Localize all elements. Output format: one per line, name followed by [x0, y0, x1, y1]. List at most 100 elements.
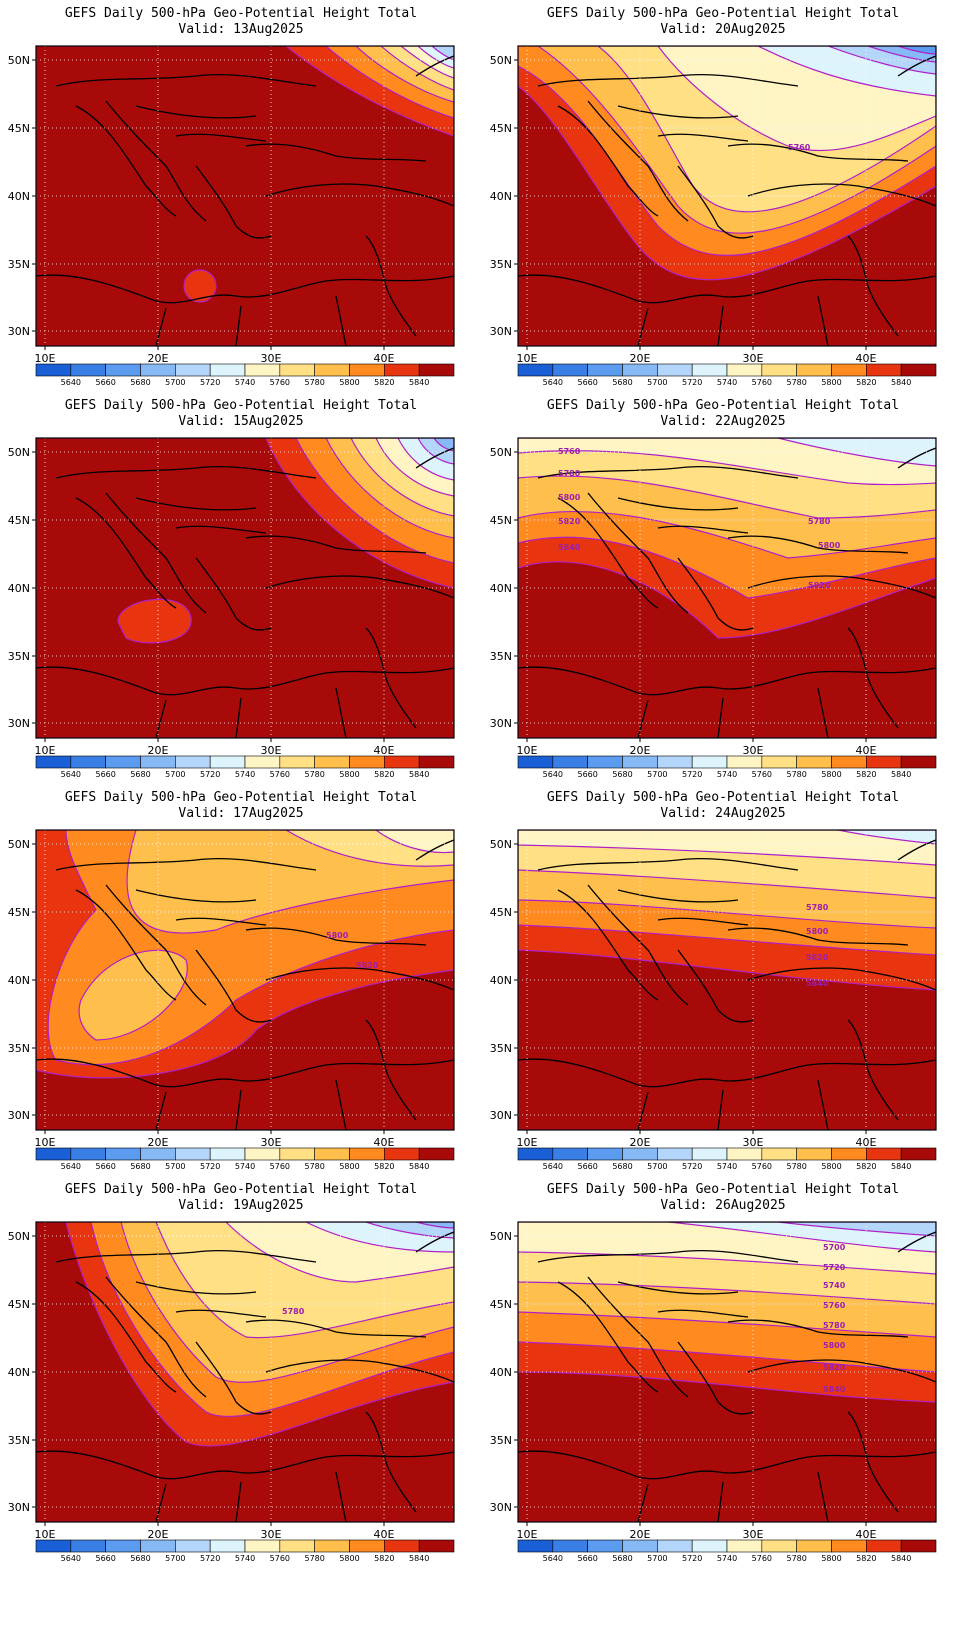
contour-label: 5840	[558, 543, 581, 552]
lat-tick-label: 50N	[8, 1230, 30, 1243]
colorbar-swatch	[418, 363, 455, 377]
coastline	[747, 183, 936, 207]
colorbar-swatch	[244, 363, 281, 377]
colorbar-swatch	[517, 1539, 554, 1553]
coastline	[335, 295, 347, 346]
panel-title: GEFS Daily 500-hPa Geo-Potential Height …	[546, 6, 900, 21]
coastline	[557, 497, 659, 609]
colorbar-swatch	[691, 755, 728, 769]
lon-tick-label: 30E	[261, 352, 282, 365]
panel-valid-date: Valid: 15Aug2025	[178, 414, 304, 429]
colorbar-swatch	[726, 363, 763, 377]
contour-label: 5800	[806, 927, 829, 936]
colorbar-label: 5660	[577, 1162, 597, 1171]
coastline	[36, 1058, 454, 1088]
lon-tick-label: 20E	[630, 1528, 651, 1541]
colorbar-swatch	[70, 755, 106, 769]
lon-tick-label: 40E	[856, 1528, 877, 1541]
colorbar-label: 5840	[409, 1554, 429, 1563]
colorbar-label: 5700	[165, 1554, 185, 1563]
lon-tick-label: 10E	[517, 1136, 538, 1149]
contour-label: 5780	[806, 903, 829, 912]
panel-valid-date: Valid: 24Aug2025	[660, 806, 786, 821]
lon-tick-label: 30E	[743, 352, 764, 365]
lat-tick-label: 35N	[8, 258, 30, 271]
coastline	[617, 889, 739, 903]
coastline	[365, 1019, 417, 1121]
lon-tick-label: 10E	[517, 1528, 538, 1541]
coastline	[265, 575, 454, 599]
panel-valid-date: Valid: 22Aug2025	[660, 414, 786, 429]
forecast-panel-20aug: GEFS Daily 500-hPa Geo-Potential Height …	[482, 0, 964, 410]
colorbar-label: 5700	[165, 1162, 185, 1171]
coastline	[155, 307, 167, 346]
lat-tick-label: 30N	[8, 717, 30, 730]
lon-tick-label: 20E	[630, 1136, 651, 1149]
forecast-panel-17aug: GEFS Daily 500-hPa Geo-Potential Height …	[0, 784, 482, 1194]
colorbar-swatch	[209, 1539, 246, 1553]
coastline	[265, 967, 454, 991]
colorbar-swatch	[866, 755, 902, 769]
coastline	[265, 1359, 454, 1383]
colorbar: 5640 5660 5680 5700 5720 5740 5760 5780 5800 5820…	[517, 1147, 937, 1171]
colorbar-swatch	[796, 1539, 832, 1553]
colorbar-label: 5660	[95, 378, 115, 387]
coastline	[415, 55, 454, 77]
colorbar: 5640 5660 5680 5700 5720 5740 5760 5780 5800 5820…	[517, 755, 937, 779]
lat-tick-label: 35N	[8, 1042, 30, 1055]
colorbar-label: 5680	[612, 1554, 632, 1563]
colorbar-swatch	[831, 755, 867, 769]
colorbar-label: 5840	[891, 378, 911, 387]
colorbar-label: 5660	[577, 378, 597, 387]
lat-tick-label: 30N	[490, 1109, 512, 1122]
colorbar-label: 5780	[786, 1162, 806, 1171]
colorbar-label: 5640	[543, 770, 563, 779]
lat-tick-label: 45N	[490, 1298, 512, 1311]
coastline	[135, 889, 257, 903]
colorbar-swatch	[726, 755, 763, 769]
panel-valid-date: Valid: 20Aug2025	[660, 22, 786, 37]
colorbar: 5640 5660 5680 5700 5720 5740 5760 5780 5800 5820…	[35, 755, 455, 779]
colorbar-label: 5820	[856, 1554, 876, 1563]
colorbar-swatch	[175, 363, 211, 377]
colorbar-swatch	[140, 755, 176, 769]
coastline	[537, 74, 799, 87]
coastline	[717, 305, 724, 346]
contour-label: 5820	[808, 581, 831, 590]
coastline	[335, 1471, 347, 1522]
coastline	[235, 697, 242, 738]
colorbar-label: 5720	[200, 1162, 220, 1171]
lon-tick-label: 40E	[856, 744, 877, 757]
colorbar-label: 5640	[61, 1162, 81, 1171]
lon-tick-label: 20E	[630, 744, 651, 757]
lon-tick-label: 40E	[374, 1528, 395, 1541]
colorbar-swatch	[831, 1147, 867, 1161]
coastline	[537, 466, 799, 479]
contour-label: 5820	[806, 953, 829, 962]
coastline	[677, 949, 754, 1023]
colorbar-label: 5640	[543, 378, 563, 387]
colorbar-label: 5700	[647, 378, 667, 387]
colorbar-label: 5720	[200, 770, 220, 779]
panel-title: GEFS Daily 500-hPa Geo-Potential Height …	[546, 790, 900, 805]
coastline	[817, 1079, 829, 1130]
colorbar-label: 5700	[165, 770, 185, 779]
coastline	[587, 492, 689, 614]
colorbar-swatch	[209, 755, 246, 769]
coastline	[537, 858, 799, 871]
colorbar-swatch	[726, 1539, 763, 1553]
colorbar-label: 5840	[891, 1162, 911, 1171]
coastline	[335, 1079, 347, 1130]
coastline	[847, 1411, 899, 1513]
colorbar-swatch	[866, 1147, 902, 1161]
coastline	[175, 917, 267, 926]
colorbar-label: 5780	[304, 378, 324, 387]
colorbar-label: 5720	[200, 1554, 220, 1563]
lat-tick-label: 45N	[490, 906, 512, 919]
colorbar-swatch	[105, 1539, 141, 1553]
colorbar-label: 5740	[717, 1554, 737, 1563]
contour-label: 5740	[823, 1281, 846, 1290]
lon-tick-label: 30E	[743, 744, 764, 757]
lon-tick-label: 40E	[856, 1136, 877, 1149]
coastline	[265, 183, 454, 207]
